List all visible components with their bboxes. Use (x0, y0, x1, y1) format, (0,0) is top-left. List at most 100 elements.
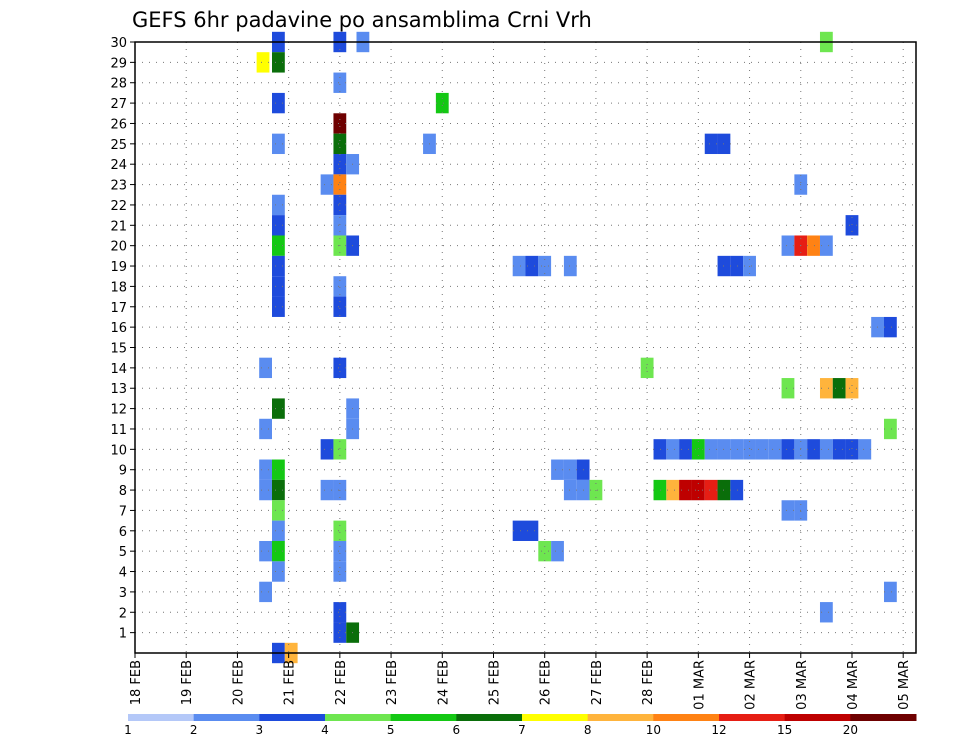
heatmap-cell (259, 479, 272, 501)
heatmap-cell (819, 439, 833, 460)
y-tick-label: 28 (110, 77, 127, 92)
heatmap-cell (333, 276, 347, 297)
heatmap-cell (259, 459, 272, 480)
heatmap-cell (525, 520, 539, 541)
y-axis-ticks: 1234567891011121314151617181920212223242… (110, 36, 135, 642)
heatmap-cell (333, 622, 347, 643)
heatmap-cell (883, 418, 897, 440)
heatmap-cell (845, 215, 859, 236)
x-tick-label: 27 FEB (590, 660, 605, 705)
heatmap-cell (259, 581, 272, 603)
heatmap-cell (272, 520, 285, 541)
heatmap-cell (666, 439, 680, 460)
heatmap-cell (333, 357, 347, 379)
heatmap-cell (333, 215, 347, 236)
x-tick-label: 24 FEB (436, 660, 451, 705)
heatmap-cell (768, 439, 782, 460)
legend-swatch (456, 714, 523, 721)
y-tick-label: 6 (119, 525, 127, 540)
legend-swatch (259, 714, 326, 721)
heatmap-cells (256, 31, 897, 664)
legend-label: 4 (321, 723, 329, 737)
x-tick-label: 28 FEB (641, 660, 656, 705)
heatmap-cell (743, 439, 756, 460)
legend-label: 1 (124, 723, 132, 737)
heatmap-cell (272, 296, 285, 317)
heatmap-cell (272, 92, 285, 114)
heatmap-cell (781, 235, 795, 256)
legend-swatch (128, 714, 195, 721)
heatmap-cell (704, 133, 718, 155)
grid-lines (134, 41, 916, 653)
heatmap-cell (333, 561, 347, 582)
heatmap-cell (819, 602, 833, 623)
heatmap-cell (730, 439, 744, 460)
y-tick-label: 24 (110, 158, 127, 173)
y-tick-label: 5 (119, 545, 127, 560)
heatmap-cell (333, 602, 347, 623)
heatmap-cell (333, 113, 347, 134)
heatmap-cell (333, 133, 347, 155)
heatmap-cell (333, 540, 347, 562)
heatmap-cell (272, 479, 285, 501)
y-tick-label: 9 (119, 464, 127, 479)
heatmap-cell (832, 378, 846, 399)
y-tick-label: 3 (119, 586, 127, 601)
heatmap-cell (320, 439, 334, 460)
heatmap-cell (781, 500, 795, 521)
heatmap-cell (272, 235, 285, 256)
heatmap-cell (845, 439, 859, 460)
heatmap-cell (256, 52, 270, 73)
y-tick-label: 4 (119, 566, 127, 581)
legend-label: 7 (518, 723, 526, 737)
heatmap-cell (730, 255, 744, 277)
y-tick-label: 26 (110, 117, 127, 132)
heatmap-cell (704, 439, 718, 460)
x-tick-label: 04 MAR (846, 660, 861, 710)
x-tick-label: 02 MAR (744, 660, 759, 710)
heatmap-cell (320, 174, 334, 195)
heatmap-cell (704, 479, 718, 501)
heatmap-cell (272, 215, 285, 236)
heatmap-cell (883, 316, 897, 338)
x-tick-label: 21 FEB (283, 660, 298, 705)
heatmap-cell (272, 561, 285, 582)
y-tick-label: 22 (110, 199, 127, 214)
heatmap-cell (883, 581, 897, 603)
y-tick-label: 17 (110, 301, 127, 316)
heatmap-cell (551, 459, 564, 480)
heatmap-cell (333, 520, 347, 541)
heatmap-cell (679, 439, 692, 460)
heatmap-cell (679, 479, 692, 501)
heatmap-cell (832, 439, 846, 460)
y-tick-label: 15 (110, 342, 127, 357)
legend-label: 12 (711, 723, 726, 737)
heatmap-cell (512, 520, 526, 541)
legend-label: 3 (256, 723, 264, 737)
heatmap-cell (333, 174, 347, 195)
y-tick-label: 11 (110, 423, 127, 438)
y-tick-label: 13 (110, 382, 127, 397)
heatmap-cell (666, 479, 680, 501)
y-tick-label: 30 (110, 36, 127, 51)
y-tick-label: 1 (119, 627, 127, 642)
heatmap-cell (333, 194, 347, 216)
y-tick-label: 25 (110, 138, 127, 153)
plot-frame (134, 41, 917, 654)
chart-title: GEFS 6hr padavine po ansamblima Crni Vrh (132, 8, 592, 32)
y-tick-label: 29 (110, 56, 127, 71)
heatmap-cell (691, 439, 705, 460)
y-tick-label: 21 (110, 219, 127, 234)
y-tick-label: 16 (110, 321, 127, 336)
x-tick-label: 19 FEB (180, 660, 195, 705)
legend-swatch (587, 714, 654, 721)
legend-label: 6 (453, 723, 461, 737)
heatmap-cell (807, 439, 820, 460)
legend-swatch (325, 714, 392, 721)
y-tick-label: 10 (110, 443, 127, 458)
heatmap-cell (551, 540, 564, 562)
heatmap-cell (563, 459, 577, 480)
x-tick-label: 20 FEB (231, 660, 246, 705)
heatmap-cell (333, 296, 347, 317)
